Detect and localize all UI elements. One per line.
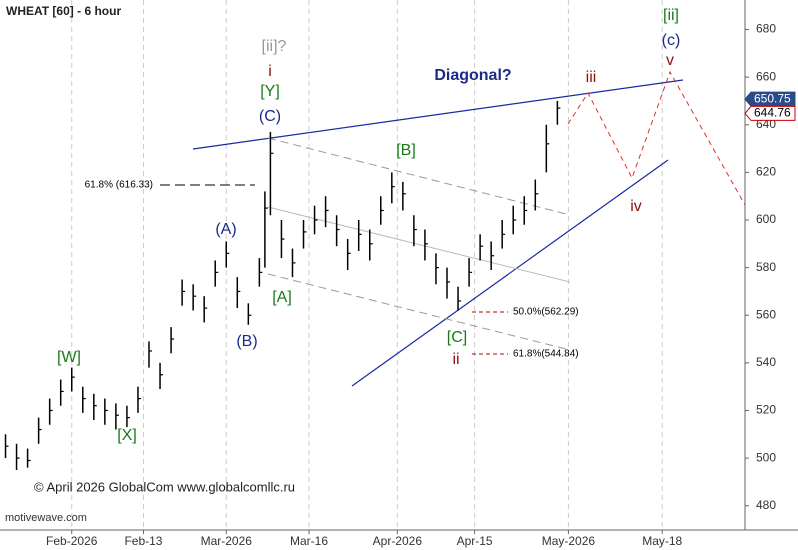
channel-line <box>267 206 571 283</box>
price-bars <box>4 100 561 470</box>
y-tick-label: 580 <box>756 260 776 274</box>
axes: 480500520540560580600620640660680Feb-202… <box>46 22 796 548</box>
wave-label: iv <box>630 198 642 215</box>
y-tick-label: 660 <box>756 69 776 83</box>
wave-label: [ii] <box>663 7 679 24</box>
fib-label: 61.8% (616.33) <box>85 180 153 191</box>
price-tag <box>744 105 796 121</box>
x-tick-label: Mar-16 <box>290 534 328 548</box>
wave-label: i <box>268 63 272 80</box>
chart-title: WHEAT [60] - 6 hour <box>6 4 121 18</box>
wave-label: [Y] <box>260 83 280 100</box>
x-tick-label: Apr-2026 <box>373 534 423 548</box>
price-tag-label: 650.75 <box>754 91 791 105</box>
y-tick-label: 480 <box>756 498 776 512</box>
wave-label: v <box>666 52 674 69</box>
watermark: motivewave.com <box>5 512 87 524</box>
y-tick-label: 560 <box>756 307 776 321</box>
y-tick-label: 540 <box>756 355 776 369</box>
x-tick-label: Feb-13 <box>124 534 162 548</box>
wave-label: (c) <box>662 32 681 49</box>
wave-label: [A] <box>272 289 292 306</box>
wave-label: iii <box>586 69 597 86</box>
y-tick-label: 680 <box>756 22 776 36</box>
wave-label: ii <box>452 351 459 368</box>
x-tick-label: Mar-2026 <box>201 534 253 548</box>
price-tag-label: 644.76 <box>754 106 791 120</box>
y-tick-label: 500 <box>756 450 776 464</box>
wave-label: [ii]? <box>262 38 287 55</box>
x-tick-label: May-18 <box>642 534 682 548</box>
wave-label: [W] <box>57 349 81 366</box>
annotation: Diagonal? <box>434 67 511 84</box>
x-tick-label: Apr-15 <box>457 534 493 548</box>
copyright: © April 2026 GlobalCom www.globalcomllc.… <box>34 479 295 494</box>
x-tick-label: May-2026 <box>542 534 596 548</box>
wave-label: [C] <box>447 329 467 346</box>
x-tick-label: Feb-2026 <box>46 534 98 548</box>
grid <box>71 0 663 530</box>
wave-label: [X] <box>117 427 137 444</box>
y-tick-label: 520 <box>756 403 776 417</box>
fib-label: 61.8%(544.84) <box>513 349 579 360</box>
drawings <box>160 70 746 387</box>
wave-label: (A) <box>215 221 236 238</box>
wave-label: (C) <box>259 108 281 125</box>
upper-trendline <box>192 79 684 150</box>
fib-label: 50.0%(562.29) <box>513 307 579 318</box>
wave-label: [B] <box>396 142 416 159</box>
wave-label: (B) <box>236 333 257 350</box>
y-tick-label: 620 <box>756 165 776 179</box>
y-tick-label: 600 <box>756 212 776 226</box>
lower-trendline <box>351 159 669 387</box>
price-tag <box>744 91 796 107</box>
